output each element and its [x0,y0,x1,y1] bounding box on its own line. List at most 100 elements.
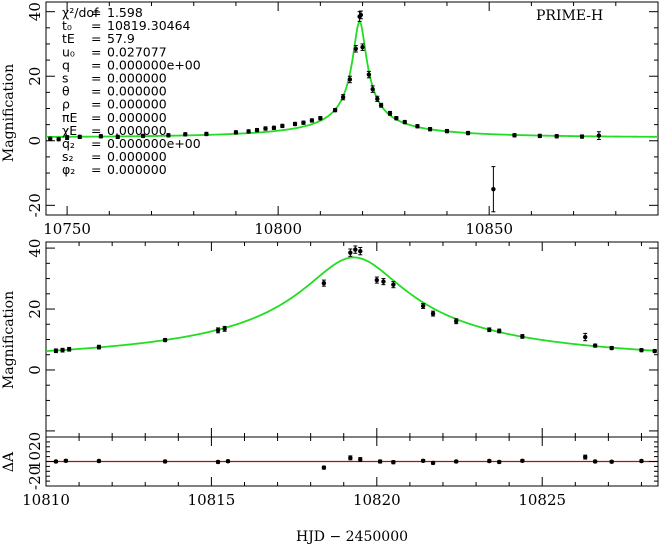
data-point [53,459,59,464]
x-tick-label: 10750 [43,220,91,238]
panel-zoom: 0 20 40 Magnification [1,239,659,438]
data-marker [537,133,543,139]
data-marker [430,311,436,316]
param-eq: = [91,162,101,177]
x-tick-label: 10820 [353,491,401,509]
data-marker [609,459,614,464]
data-point [225,459,231,464]
data-marker [301,120,306,125]
x-tick-label: 10815 [188,491,236,509]
data-point [353,45,358,53]
data-point [454,459,459,464]
data-point [96,458,102,464]
data-point [381,278,386,286]
data-marker [381,279,386,284]
param-eq: = [91,57,101,72]
data-marker [347,77,353,82]
param-eq: = [91,71,101,86]
data-point [579,134,585,139]
data-point [358,246,363,256]
x-tick-label: 10800 [254,220,302,238]
data-point [53,348,59,354]
x-tick-label: 10825 [518,491,566,509]
data-marker [487,327,492,332]
data-marker [652,348,657,354]
data-marker [215,459,221,465]
data-marker [98,134,104,139]
x-axis-label: HJD − 2450000 [296,529,408,545]
data-marker [391,460,396,465]
param-label: χ²/dof [62,5,99,20]
data-marker [353,247,358,252]
data-marker [321,280,327,286]
y-axis-label-full: Magnification [1,64,17,162]
data-point [375,95,380,102]
data-marker [162,459,168,464]
data-marker [292,121,298,127]
data-marker [56,136,61,142]
data-marker [358,248,363,254]
param-label: ρ [62,97,70,112]
param-label: t₀ [62,18,72,33]
data-marker [204,131,209,137]
data-point [512,133,517,138]
data-point [415,124,420,129]
data-marker [66,347,72,352]
data-point [358,457,363,462]
data-point [215,327,221,334]
param-value: 10819.30464 [107,18,191,33]
data-marker [222,326,227,332]
data-marker [358,12,364,18]
param-value: 0.000000 [107,149,167,164]
data-marker [309,118,315,123]
data-marker [166,133,171,138]
data-marker [487,458,492,464]
x-tick-label: 10850 [465,220,513,238]
data-point [347,75,353,84]
data-marker [454,459,459,464]
data-point [537,133,543,139]
data-point [271,125,277,131]
y-axis-label-zoom: Magnification [1,291,17,389]
param-eq: = [91,123,101,138]
data-point [583,454,588,460]
data-point [639,458,644,464]
data-point [222,325,227,332]
y-tick-label: 20 [26,67,44,86]
data-marker [512,133,517,138]
data-point [348,455,353,461]
data-point [520,458,525,463]
data-point [309,118,315,123]
data-point [292,121,298,127]
data-point [639,347,644,353]
residual-ytick-label-high: 1020 [26,432,44,470]
data-point [348,248,353,257]
data-point [420,458,426,463]
data-marker [430,460,436,466]
data-marker [225,459,231,464]
data-marker [391,282,396,287]
param-value: 0.000000 [107,84,167,99]
data-marker [415,124,420,129]
param-value: 0.000000 [107,110,167,125]
param-eq: = [91,31,101,46]
data-marker [402,119,407,125]
y-axis-label-residuals: ΔA [1,451,17,472]
data-marker [427,126,433,132]
data-marker [592,459,598,464]
data-point [583,332,588,342]
data-point [592,343,598,348]
data-marker [639,458,644,464]
data-marker [366,72,372,77]
data-marker [420,303,426,309]
data-marker [465,130,471,136]
data-point [115,134,120,140]
panel-zoom-frame [45,241,659,438]
data-point [387,110,393,116]
data-point [162,337,168,343]
data-marker [246,129,251,134]
data-marker [394,115,399,121]
data-point [96,344,102,350]
data-marker [554,134,559,139]
